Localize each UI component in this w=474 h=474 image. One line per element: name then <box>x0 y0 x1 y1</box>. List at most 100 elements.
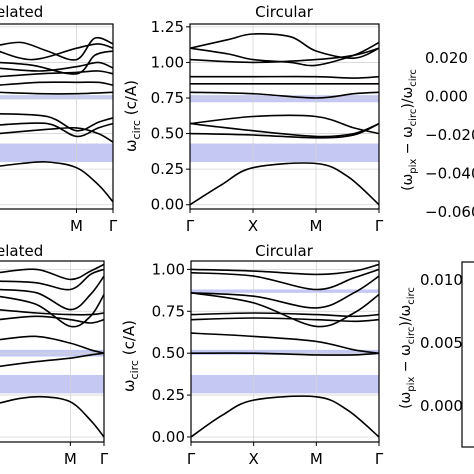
band-gap <box>190 143 379 163</box>
y-tick-label: 1.00 <box>152 260 185 278</box>
band-gap <box>0 374 104 394</box>
colorbar-tick-label: 0.020 <box>425 49 468 67</box>
band-line <box>0 50 113 75</box>
band-line <box>190 122 379 138</box>
x-tick-label: Γ <box>100 450 109 468</box>
y-ticks: 0.00 0.25 0.50 0.75 1.00 <box>152 260 191 446</box>
band-lines <box>0 36 113 203</box>
x-tick-label: M <box>310 450 323 468</box>
colorbar-top: 0.020 0.000 −0.020 −0.040 −0.060 (ωpix − ωci… <box>400 49 474 221</box>
band-line <box>190 33 379 60</box>
colorbar-label: (ωpix − ωcirc)/ωcirc <box>400 69 419 191</box>
band-line <box>0 268 104 291</box>
band-lines <box>0 263 104 438</box>
panel-bottom-circular: Circular 0.00 0.25 0.50 0.75 1.00 Γ X M Γ ωcirc… <box>120 242 384 468</box>
colorbar-tick-label: −0.060 <box>425 203 474 221</box>
grid-lines <box>0 24 114 209</box>
y-axis-label: ωcirc (c/A) <box>122 80 143 152</box>
x-tick-label: Γ <box>109 217 118 235</box>
band-line <box>190 162 379 206</box>
plot-frame <box>189 23 380 210</box>
band-gaps <box>0 349 104 394</box>
band-lines <box>191 263 379 438</box>
plot-frame <box>0 260 105 443</box>
band-gaps <box>191 289 379 394</box>
band-line <box>0 352 104 368</box>
band-line <box>191 275 379 309</box>
y-tick-label: 0.00 <box>152 428 185 446</box>
band-line <box>0 91 113 95</box>
y-tick-label: 0.75 <box>152 302 185 320</box>
y-tick-label: 0.50 <box>151 125 184 143</box>
band-line <box>0 70 113 78</box>
band-line <box>0 36 113 61</box>
band-gap <box>191 349 379 355</box>
band-line <box>190 47 379 64</box>
band-line <box>191 317 379 323</box>
panel-title: Circular <box>255 242 314 260</box>
y-tick-label: 1.00 <box>151 53 184 71</box>
y-tick-label: 1.25 <box>151 18 184 36</box>
colorbar-tick-label: −0.020 <box>425 126 474 144</box>
band-gap <box>191 289 379 293</box>
colorbar-tick-label: −0.040 <box>425 165 474 183</box>
band-line <box>0 315 104 324</box>
x-tick-label: Γ <box>375 450 384 468</box>
x-tick-label: M <box>64 450 77 468</box>
band-line <box>0 308 104 316</box>
band-line <box>191 352 379 356</box>
panel-top-circular: Circular 0.00 0.25 0.50 0.75 1.00 1.25 Γ X M Γ ω… <box>122 3 384 235</box>
colorbar-label: (ωpix − ωcirc)/ωcirc <box>398 287 417 409</box>
y-tick-label: 0.25 <box>152 386 185 404</box>
band-line <box>190 91 379 99</box>
band-line <box>0 161 113 203</box>
band-gap <box>191 374 379 394</box>
band-line <box>0 122 113 138</box>
band-line <box>0 294 104 328</box>
colorbar-tick-label: 0.000 <box>420 397 463 415</box>
y-tick-label: 0.25 <box>151 160 184 178</box>
band-gaps <box>0 95 113 163</box>
plot-frame <box>190 260 380 443</box>
x-tick-label: Γ <box>375 217 384 235</box>
band-gap <box>190 95 379 103</box>
band-line <box>191 332 379 354</box>
colorbar-tick-label: 0.000 <box>425 88 468 106</box>
colorbar-ticks: 0.020 0.000 −0.020 −0.040 −0.060 <box>425 49 474 221</box>
x-tick-label: Γ <box>186 217 195 235</box>
y-tick-label: 0.00 <box>151 196 184 214</box>
band-line <box>190 122 379 139</box>
band-line <box>0 81 113 86</box>
band-line <box>0 335 104 354</box>
panel-title: elated <box>0 242 43 260</box>
band-line <box>190 114 379 135</box>
band-lines <box>190 33 379 206</box>
colorbar-frame <box>461 261 474 448</box>
band-line <box>0 395 104 438</box>
band-line <box>191 312 379 318</box>
x-tick-label: X <box>248 217 258 235</box>
band-line <box>0 112 113 132</box>
panel-title: Circular <box>255 3 314 21</box>
colorbar-tick-label: 0.005 <box>420 334 463 352</box>
y-tick-label: 0.75 <box>151 89 184 107</box>
band-line <box>0 61 113 72</box>
band-line <box>191 263 379 276</box>
band-line <box>190 75 379 79</box>
x-tick-label: M <box>310 217 323 235</box>
panel-title: elated <box>0 3 43 21</box>
colorbar-tick-label: 0.010 <box>420 271 463 289</box>
band-line <box>0 263 104 281</box>
x-tick-label: X <box>249 450 259 468</box>
band-line <box>191 395 379 438</box>
band-line <box>0 126 113 143</box>
band-gap <box>0 95 113 100</box>
y-tick-label: 0.50 <box>152 344 185 362</box>
band-gaps <box>190 95 379 163</box>
